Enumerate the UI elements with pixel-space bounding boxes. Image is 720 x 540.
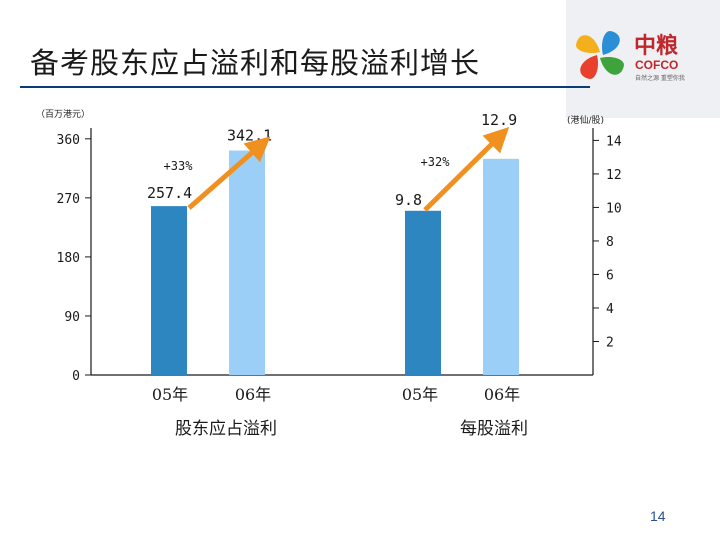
growth-label: +32%: [421, 155, 451, 169]
group-label: 每股溢利: [460, 419, 528, 439]
bar-profit-06: [229, 150, 265, 375]
bar-eps-06: [483, 158, 519, 375]
page-number: 14: [650, 508, 666, 524]
right-axis-unit: (港仙/股): [567, 114, 604, 126]
cofco-logo: 中粮 COFCO 自然之源 重塑你我: [576, 31, 685, 82]
bar-eps-05: [405, 210, 441, 375]
logo-cn-text: 中粮: [634, 33, 678, 59]
group-label: 股东应占溢利: [175, 419, 277, 439]
y-tick-label: 14: [606, 134, 622, 149]
category-label: 06年: [235, 385, 271, 404]
y-tick-label: 12: [606, 168, 622, 183]
y-tick-label: 4: [606, 302, 614, 317]
y-tick-label: 180: [57, 251, 80, 266]
growth-arrow: [187, 136, 271, 210]
bar-value-label: 9.8: [395, 191, 422, 209]
bar-value-label: 342.1: [227, 127, 272, 145]
y-tick-label: 0: [72, 369, 80, 384]
y-tick-label: 2: [606, 335, 614, 350]
category-label: 05年: [402, 385, 438, 404]
logo-tagline: 自然之源 重塑你我: [635, 74, 685, 82]
y-tick-label: 10: [606, 201, 622, 216]
bar-profit-05: [151, 206, 187, 375]
y-tick-label: 90: [64, 310, 80, 325]
y-tick-label: 360: [57, 133, 80, 148]
bar-value-label: 12.9: [481, 111, 517, 129]
y-tick-label: 270: [57, 192, 80, 207]
logo-en-text: COFCO: [635, 58, 678, 72]
title-underline: [20, 86, 590, 88]
slide-title: 备考股东应占溢利和每股溢利增长: [30, 46, 481, 80]
y-tick-label: 8: [606, 235, 614, 250]
y-tick-label: 6: [606, 268, 614, 283]
bar-value-label: 257.4: [147, 184, 192, 202]
growth-arrow: [423, 126, 510, 212]
category-label: 05年: [152, 385, 188, 404]
growth-label: +33%: [164, 159, 194, 173]
category-label: 06年: [484, 385, 520, 404]
left-axis-unit: （百万港元）: [36, 108, 90, 120]
cofco-emblem-icon: [576, 31, 624, 79]
